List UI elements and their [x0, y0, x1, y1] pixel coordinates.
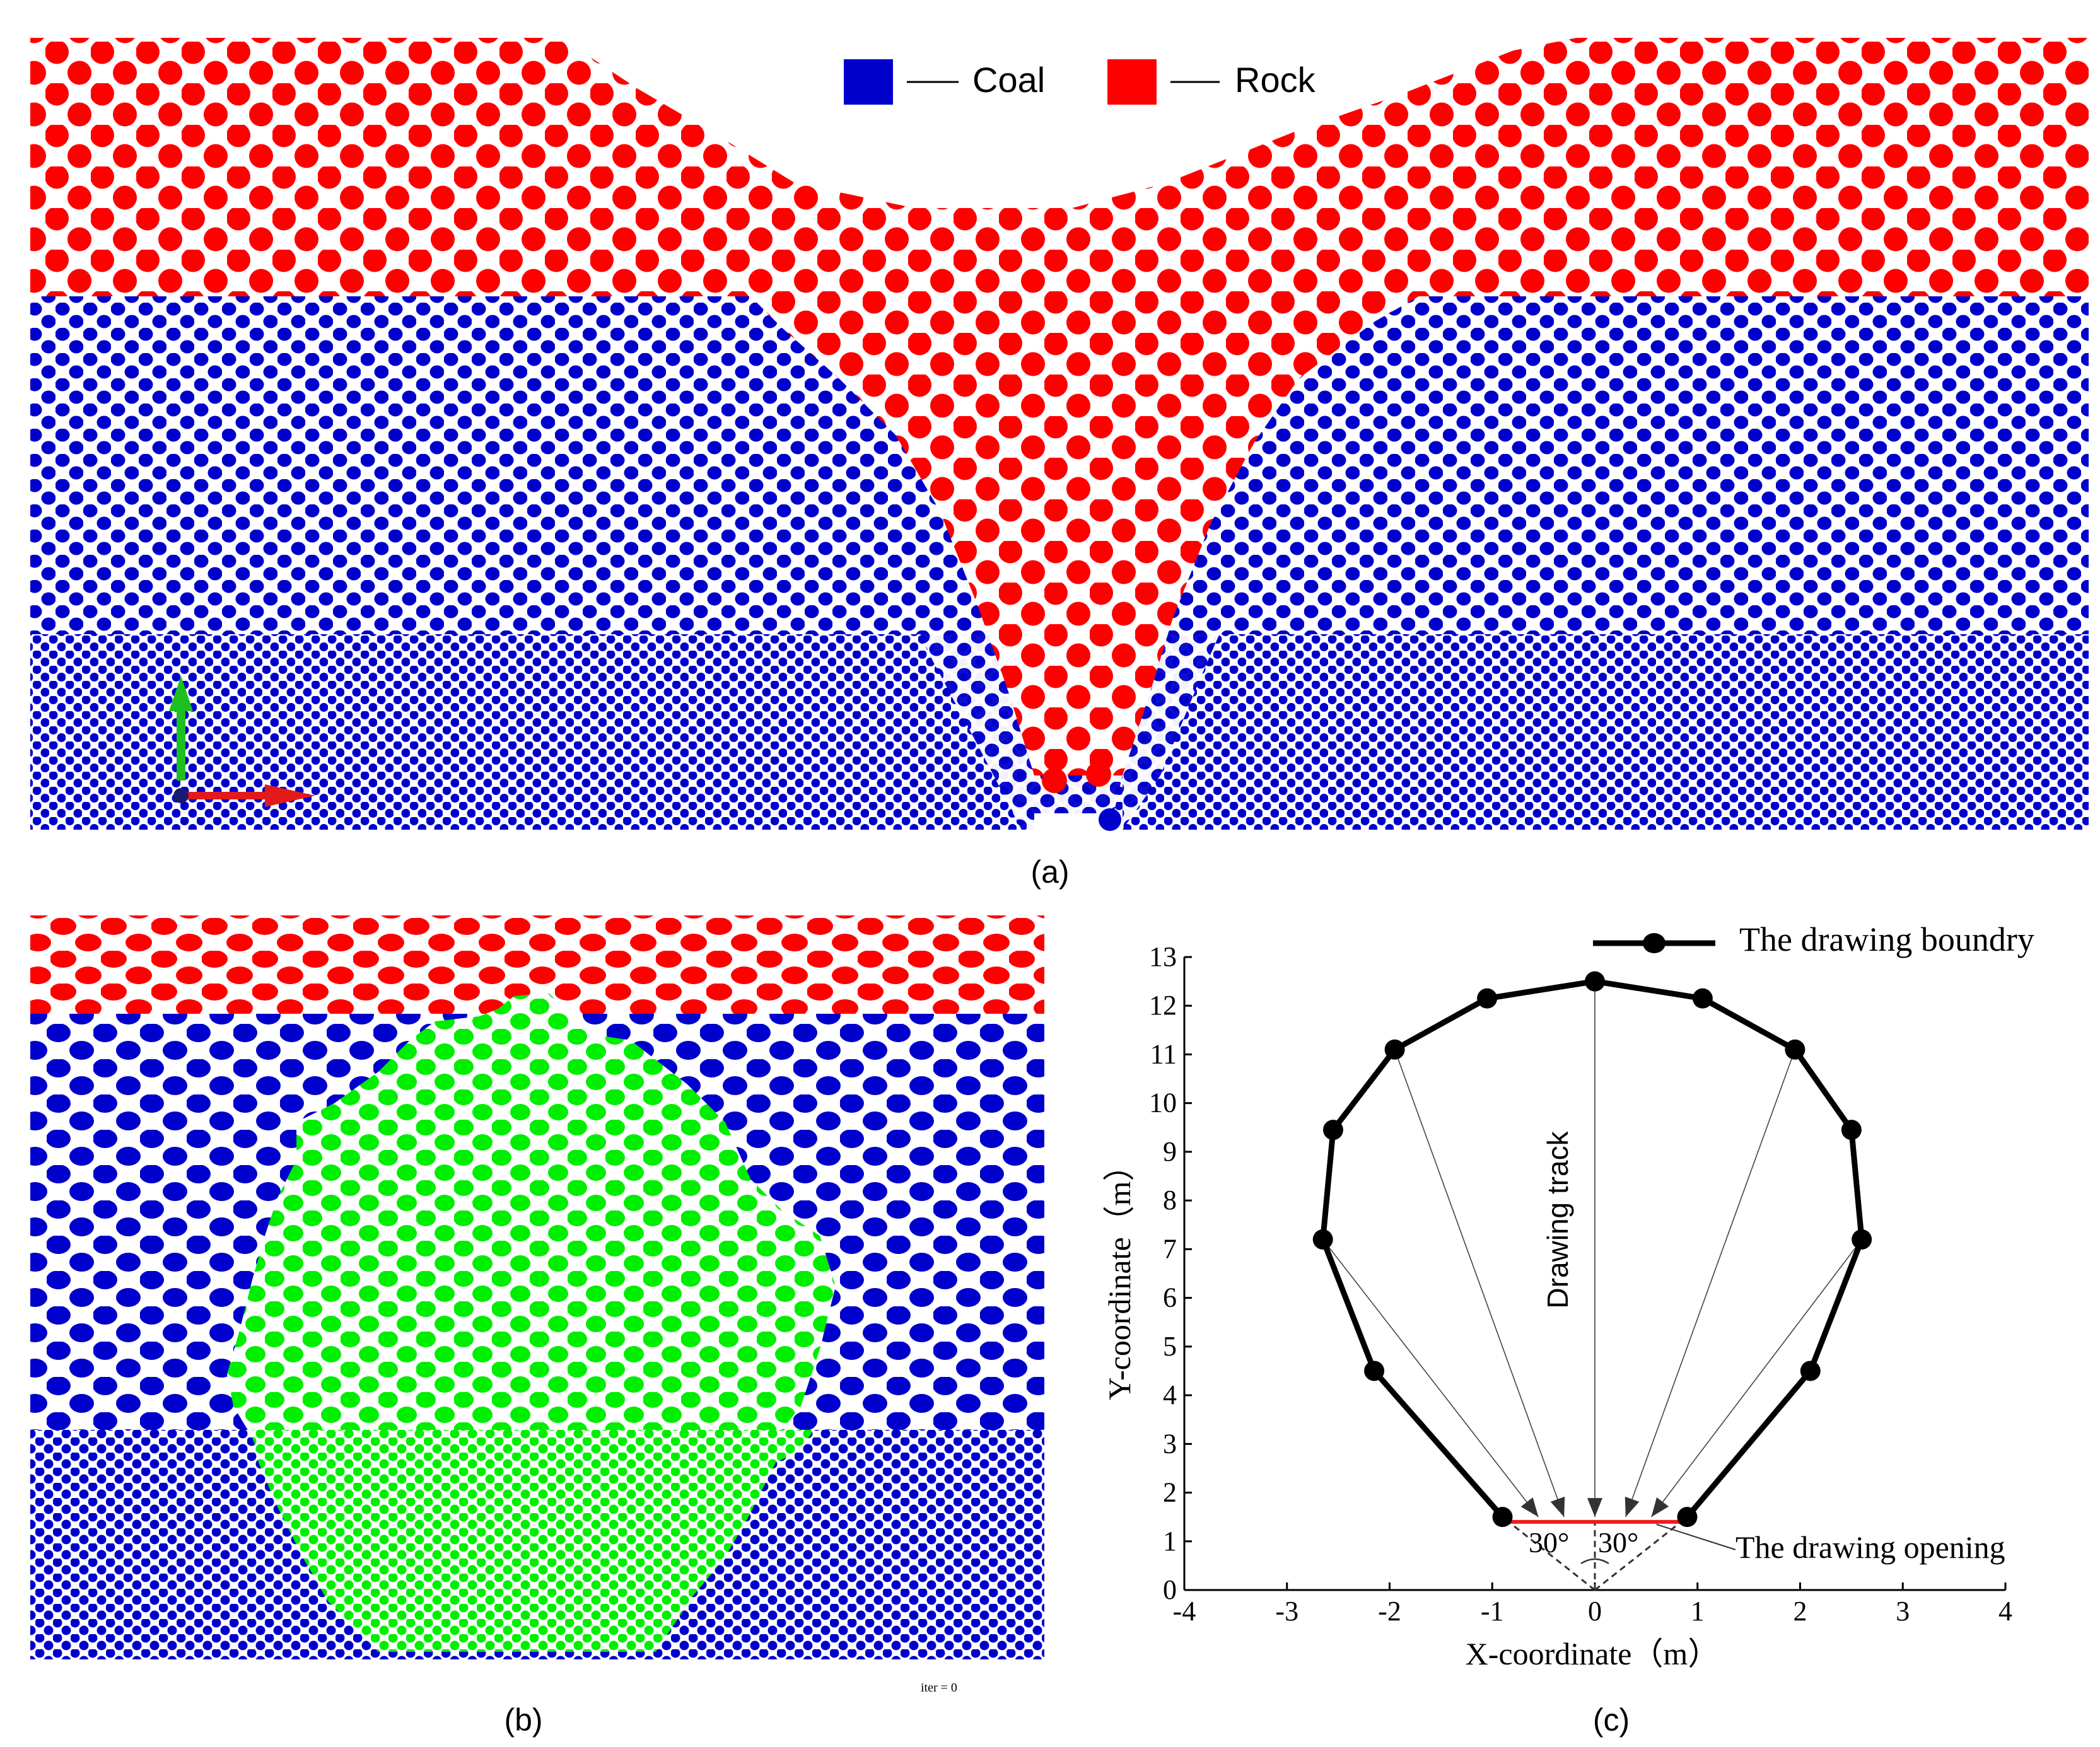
drawing-track-line [1394, 1049, 1565, 1518]
x-tick-label: 3 [1896, 1596, 1910, 1627]
drawing-track-label: Drawing track [1541, 1130, 1574, 1308]
legend-rock-label: Rock [1235, 60, 1316, 100]
chart-tracks [1322, 981, 1862, 1591]
iter-label: iter = 0 [921, 1681, 957, 1695]
y-tick-label: 4 [1163, 1379, 1177, 1410]
chart-legend: The drawing boundry [1593, 920, 2034, 958]
drawing-track-line [1625, 1049, 1796, 1518]
x-tick-label: 2 [1794, 1596, 1807, 1627]
boundary-point [1322, 1120, 1343, 1140]
x-tick-label: -3 [1275, 1596, 1298, 1627]
legend-rock: Rock [1107, 59, 1316, 105]
drawing-track-arrowhead [1520, 1497, 1539, 1518]
boundary-point [1841, 1120, 1862, 1140]
drawing-track-arrowhead [1550, 1496, 1565, 1518]
flow-zone-right [1123, 296, 1444, 830]
cone-angle-arc [1580, 1558, 1609, 1565]
boundary-point [1364, 1361, 1385, 1381]
angle-right-label: 30° [1598, 1526, 1638, 1558]
y-tick-label: 9 [1163, 1136, 1177, 1167]
drawing-track-arrowhead [1625, 1496, 1640, 1518]
x-tick-label: -2 [1378, 1596, 1401, 1627]
coal-swatch [844, 59, 893, 105]
legend-boundary-label: The drawing boundry [1739, 920, 2034, 958]
x-tick-label: -4 [1173, 1596, 1196, 1627]
panel-b-extraction: iter = 0 (b) [30, 915, 1044, 1738]
y-tick-label: 3 [1163, 1428, 1177, 1459]
boundary-point [1585, 971, 1605, 992]
drawing-track-line [1322, 1239, 1539, 1518]
angle-left-label: 30° [1529, 1526, 1569, 1558]
legend-marker [1643, 933, 1665, 953]
caption-a: (a) [1030, 854, 1069, 890]
boundary-point [1677, 1507, 1698, 1528]
cone-left-dashed [1502, 1516, 1595, 1591]
boundary-point [1852, 1229, 1872, 1250]
boundary-point [1477, 988, 1498, 1009]
boundary-point [1384, 1039, 1405, 1060]
y-tick-label: 8 [1163, 1185, 1177, 1216]
drawing-track-arrowhead [1587, 1498, 1602, 1518]
y-tick-label: 13 [1149, 941, 1177, 972]
drawing-track-arrowhead [1651, 1497, 1669, 1518]
boundary-point [1800, 1361, 1821, 1381]
y-tick-label: 1 [1163, 1526, 1177, 1557]
x-tick-label: 4 [1998, 1596, 2012, 1627]
chart-series [1312, 971, 1872, 1528]
x-axis-label: X-coordinate（m） [1466, 1636, 1720, 1671]
y-tick-label: 6 [1163, 1282, 1177, 1313]
boundary-point [1492, 1507, 1513, 1528]
flow-zone-left [732, 296, 1123, 830]
boundary-point [1312, 1229, 1333, 1250]
y-tick-label: 2 [1163, 1477, 1177, 1508]
caption-c: (c) [1593, 1702, 1630, 1738]
drawing-boundary-line [1320, 978, 1865, 1519]
panel-a-simulation: Coal Rock (a) [30, 38, 2089, 890]
boundary-point [1692, 988, 1713, 1009]
opening-leader-line [1656, 1523, 1736, 1550]
legend-coal: Coal [844, 59, 1045, 105]
y-axis-label: Y-coordinate（m） [1102, 1149, 1137, 1400]
x-tick-label: 1 [1691, 1596, 1705, 1627]
legend-coal-label: Coal [972, 60, 1045, 100]
y-tick-label: 7 [1163, 1233, 1177, 1264]
y-tick-label: 0 [1163, 1574, 1177, 1605]
x-tick-label: -1 [1481, 1596, 1504, 1627]
rock-swatch [1107, 59, 1157, 105]
x-tick-label: 0 [1588, 1596, 1602, 1627]
opening-label: The drawing opening [1735, 1529, 2005, 1565]
drawing-track-line [1650, 1239, 1862, 1518]
y-tick-label: 5 [1163, 1331, 1177, 1362]
y-tick-label: 11 [1150, 1038, 1177, 1069]
extracted-body-lower [252, 1430, 814, 1652]
axis-triad [169, 676, 315, 807]
rock-layer [30, 38, 2089, 775]
y-tick-label: 12 [1149, 990, 1177, 1021]
caption-b: (b) [504, 1702, 542, 1738]
boundary-point [1785, 1039, 1805, 1060]
y-tick-label: 10 [1149, 1088, 1177, 1118]
